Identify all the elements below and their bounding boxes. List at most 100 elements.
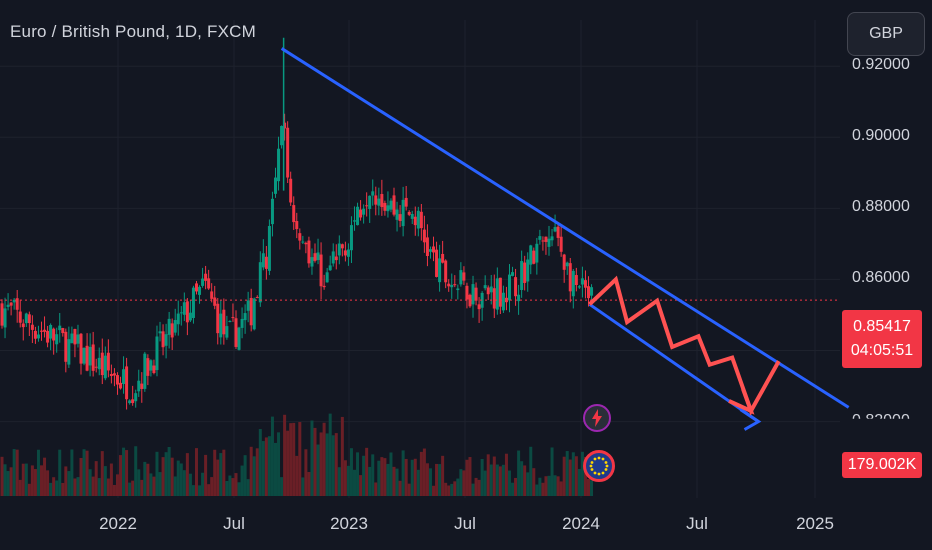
candle-body <box>468 294 472 307</box>
volume-bar <box>468 457 472 496</box>
candle-body <box>267 226 271 271</box>
zigzag-projection <box>588 275 781 416</box>
volume-bar <box>504 453 508 496</box>
volume-bar <box>0 456 4 496</box>
candle-body <box>52 328 56 341</box>
candle-body <box>307 240 311 264</box>
candle-body <box>462 272 466 281</box>
volume-bar <box>73 478 77 496</box>
volume-bar <box>343 460 347 496</box>
candle-body <box>583 280 587 288</box>
volume-bar <box>91 476 95 496</box>
volume-bar <box>362 455 366 496</box>
volume-bar <box>170 457 174 496</box>
zigzag-arrowhead <box>728 388 755 415</box>
volume-bar <box>450 483 454 496</box>
candle-body <box>100 352 104 376</box>
symbol-title[interactable]: Euro / British Pound, 1D, FXCM <box>10 22 256 41</box>
candle-body <box>213 297 217 306</box>
lightning-icon[interactable] <box>583 404 611 432</box>
volume-bar <box>532 468 536 496</box>
volume-bar <box>286 430 290 496</box>
candle-body <box>359 209 363 218</box>
candle-body <box>289 178 293 203</box>
volume-bar <box>103 466 107 496</box>
candle-body <box>243 313 247 321</box>
candle-body <box>349 225 353 251</box>
volume-bar <box>267 436 271 496</box>
volume-bar <box>152 476 156 496</box>
volume-bar <box>438 464 442 496</box>
candle-body <box>43 329 47 332</box>
candle-body <box>112 373 116 376</box>
volume-bar <box>24 463 28 496</box>
y-tick-label: 0.82000 <box>852 411 910 429</box>
candle-body <box>70 333 74 344</box>
candle-body <box>106 352 110 371</box>
candle-body <box>410 214 414 219</box>
candle-body <box>438 258 442 283</box>
candle-body <box>310 257 314 267</box>
volume-bar <box>577 468 581 496</box>
volume-bar <box>483 470 487 496</box>
candle-body <box>559 236 563 252</box>
candle-body <box>447 283 451 287</box>
volume-bar <box>477 479 481 496</box>
candle-body <box>523 262 527 283</box>
volume-bar <box>444 482 448 496</box>
volume-badge: 179.002K <box>842 452 922 478</box>
volume-bar <box>258 429 262 496</box>
volume-bar <box>76 477 80 496</box>
volume-bar <box>404 458 408 496</box>
candle-body <box>58 325 62 331</box>
candle-body <box>155 336 159 371</box>
volume-bar <box>240 465 244 496</box>
volume-bar <box>337 467 341 496</box>
candle-body <box>280 125 284 146</box>
volume-bar <box>194 448 198 496</box>
candle-body <box>128 400 132 404</box>
volume-bar <box>511 482 515 496</box>
candle-body <box>395 209 399 220</box>
volume-bar <box>79 457 83 496</box>
candles <box>0 37 594 410</box>
volume-bar <box>125 450 129 496</box>
candle-body <box>465 285 469 300</box>
volume-bar <box>547 475 551 496</box>
candle-body <box>353 220 357 222</box>
candle-body <box>61 328 65 334</box>
volume-bar <box>100 451 104 496</box>
candle-body <box>535 243 539 263</box>
volume-bar <box>353 469 357 496</box>
volume-bar <box>386 463 390 496</box>
volume-bar <box>140 479 144 496</box>
volume-bar <box>465 459 469 496</box>
candle-body <box>252 298 256 330</box>
volume-bar <box>383 458 387 496</box>
candle-body <box>277 148 281 182</box>
volume-bar <box>216 459 220 496</box>
candle-body <box>18 311 22 323</box>
volume-bar <box>58 449 62 496</box>
volume-bar <box>435 463 439 496</box>
volume-bar <box>97 478 101 496</box>
candle-body <box>550 236 554 241</box>
volume-bar <box>61 482 65 496</box>
currency-button[interactable]: GBP <box>847 12 925 56</box>
candle-body <box>450 284 454 288</box>
volume-bar <box>535 484 539 496</box>
grid-lines <box>0 20 840 498</box>
candle-body <box>270 198 274 225</box>
volume-bar <box>176 460 180 496</box>
candle-body <box>97 357 101 370</box>
candle-body <box>444 260 448 283</box>
volume-bar <box>277 432 281 496</box>
x-tick-label: 2023 <box>330 514 368 533</box>
volume-bar <box>9 467 13 496</box>
volume-bar <box>164 452 168 496</box>
drawings[interactable] <box>280 47 850 431</box>
volume-bar <box>541 482 545 496</box>
eu-flag-icon[interactable] <box>583 450 615 482</box>
